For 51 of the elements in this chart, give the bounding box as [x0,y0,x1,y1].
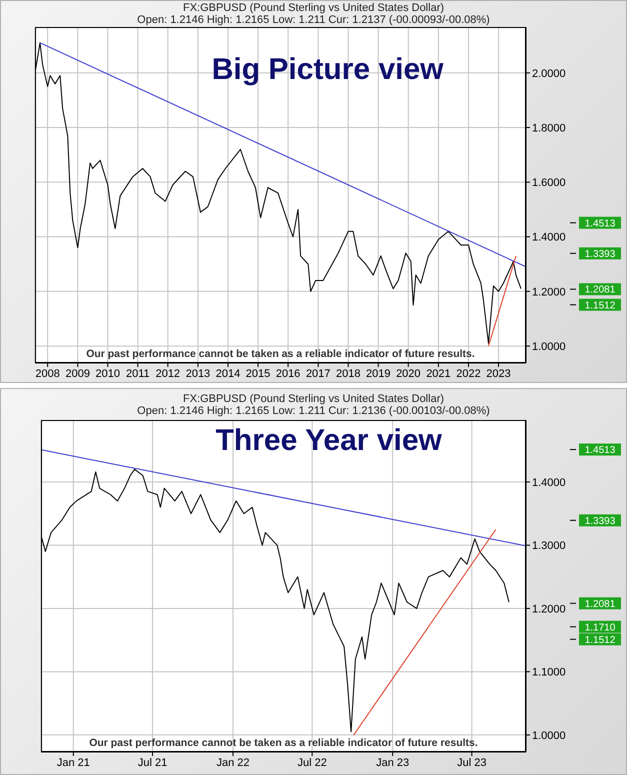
x-tick-label: 2021 [426,368,451,380]
y2-tick-label: 1.4513 [584,445,616,456]
x-tick-label: 2018 [336,368,360,380]
y2-tick-label: 1.1512 [584,634,616,646]
y-tick-label: 1.6000 [532,177,566,190]
x-tick-label: Jan 21 [56,756,90,769]
annotation: Three Year view [216,424,442,458]
y-tick-label: 2.0000 [532,68,566,80]
y-tick-label: 1.2000 [532,603,566,616]
x-tick-label: Jul 22 [297,756,327,769]
annotation: Our past performance cannot be taken as a reliable indicator of future results. [85,348,476,360]
y-tick-label: 1.3000 [532,540,566,552]
x-tick-label: 2011 [126,368,150,380]
y-tick-label: 1.0000 [532,730,566,742]
y-tick-label: 1.4000 [532,476,566,489]
y2-tick-label: 1.2081 [584,598,616,610]
annotation: Big Picture view [212,53,444,87]
y-tick-label: 1.4000 [532,232,566,244]
x-tick-label: 2019 [366,368,391,380]
y2-tick-label: 1.4513 [584,218,616,230]
y-tick-label: 1.8000 [532,122,566,134]
y-tick-label: 1.0000 [532,340,566,353]
y-tick-label: 1.2000 [532,286,566,298]
annotation: Our past performance cannot be taken as a reliable indicator of future results. [88,737,479,749]
x-tick-label: 2008 [35,368,60,380]
x-tick-label: 2017 [306,368,330,380]
x-tick-label: Jan 22 [216,756,250,769]
x-tick-label: 2016 [276,368,300,380]
chart-subtitle: Open: 1.2146 High: 1.2165 Low: 1.211 Cur: 1.2136 (-00.00103/-00.08%) [136,405,491,417]
y2-tick-label: 1.2081 [584,284,616,296]
x-tick-label: 2013 [186,368,210,380]
x-tick-label: 2020 [396,368,421,380]
x-tick-label: 2012 [156,368,180,380]
x-tick-label: Jul 23 [457,756,486,769]
x-tick-label: 2022 [456,368,481,380]
x-tick-label: 2009 [65,368,90,380]
y2-tick-label: 1.1512 [584,300,616,312]
x-tick-label: 2015 [246,368,270,380]
y2-tick-label: 1.1710 [584,622,616,634]
x-tick-label: 2023 [486,368,511,380]
x-tick-label: 2014 [216,368,240,380]
chart-title: FX:GBPUSD (Pound Sterling vs United States Dollar) [182,2,446,14]
chart-subtitle: Open: 1.2146 High: 1.2165 Low: 1.211 Cur: 1.2137 (-00.00093/-00.08%) [136,14,491,26]
y2-tick-label: 1.3393 [584,248,616,260]
x-tick-label: Jan 23 [376,756,410,769]
y2-tick-label: 1.3393 [584,516,616,527]
line-series [41,468,510,732]
chart-title: FX:GBPUSD (Pound Sterling vs United States Dollar) [182,393,446,405]
y-tick-label: 1.1000 [532,666,566,679]
x-tick-label: Jul 21 [138,756,168,769]
x-tick-label: 2010 [96,368,120,380]
